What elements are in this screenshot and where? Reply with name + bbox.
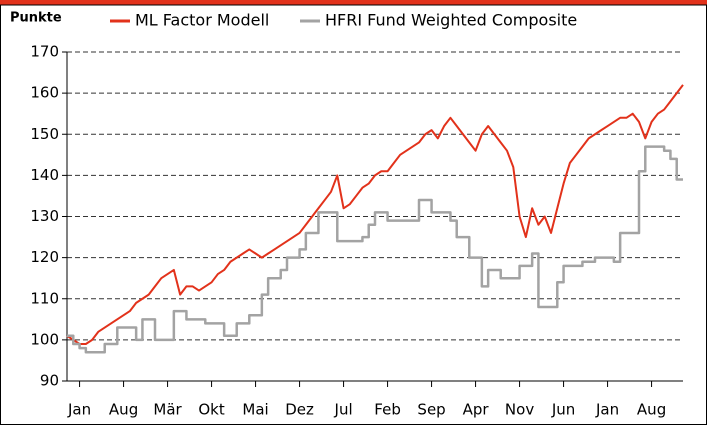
x-tick-label: Mai <box>242 401 268 419</box>
y-axis-label: Punkte <box>10 11 62 26</box>
x-tick-label: Sep <box>417 401 445 419</box>
x-tick-label: Jan <box>595 401 619 419</box>
y-tick-label: 100 <box>30 330 59 348</box>
x-tick-label: Okt <box>198 401 224 419</box>
x-tick-label: Jul <box>334 401 353 419</box>
series-line <box>67 145 683 354</box>
frame <box>0 4 707 425</box>
x-tick-label: Aug <box>109 401 138 419</box>
x-tick-label: Dez <box>285 401 314 419</box>
y-tick-label: 110 <box>30 289 59 307</box>
x-tick-label: Apr <box>463 401 490 419</box>
y-tick-label: 160 <box>30 84 59 102</box>
legend-label: ML Factor Modell <box>135 11 269 30</box>
y-tick-label: 130 <box>30 207 59 225</box>
x-tick-label: Feb <box>374 401 401 419</box>
y-tick-label: 90 <box>40 372 59 390</box>
y-tick-label: 120 <box>30 248 59 266</box>
y-tick-label: 150 <box>30 125 59 143</box>
x-tick-label: Nov <box>505 401 534 419</box>
legend-label: HFRI Fund Weighted Composite <box>325 11 577 30</box>
x-tick-label: Mär <box>153 401 182 419</box>
x-tick-label: Aug <box>637 401 666 419</box>
y-tick-label: 140 <box>30 166 59 184</box>
y-tick-label: 170 <box>30 43 59 61</box>
x-tick-label: Jun <box>551 401 575 419</box>
series-line <box>66 84 684 345</box>
top-bar <box>0 0 707 5</box>
x-tick-label: Jan <box>67 401 91 419</box>
